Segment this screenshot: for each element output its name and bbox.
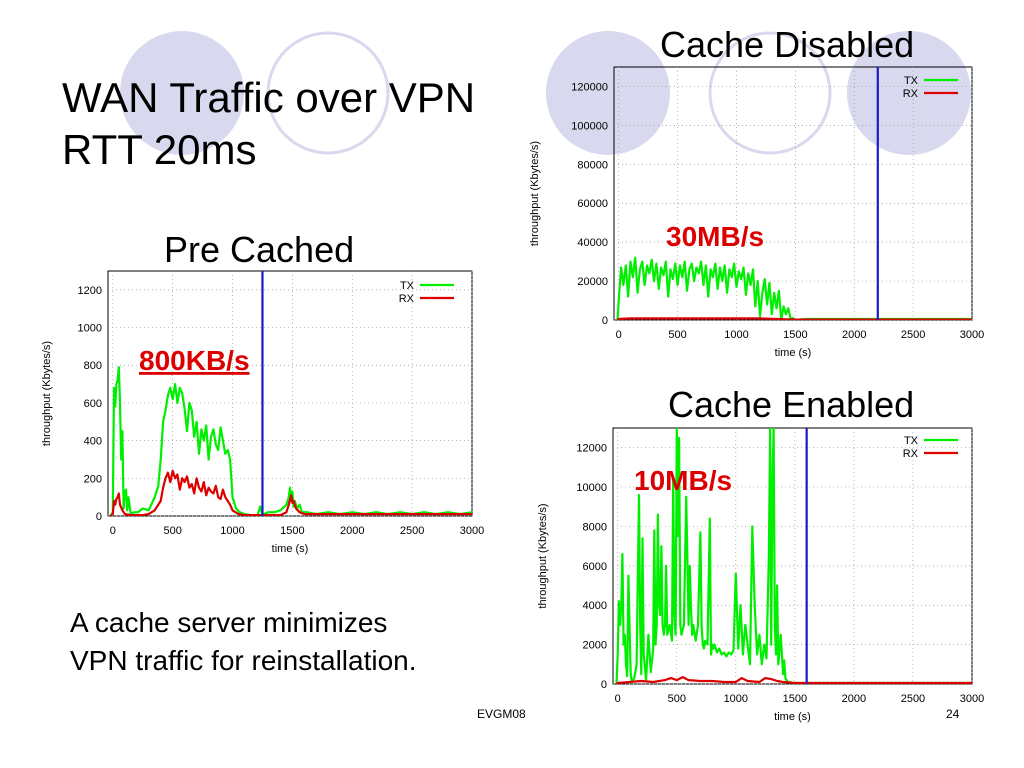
x-tick-label: 2000 <box>842 329 866 341</box>
x-tick-label: 1000 <box>724 329 748 341</box>
y-tick-label: 10000 <box>576 482 607 494</box>
series-line-tx <box>615 428 972 684</box>
decor-circle-4 <box>708 31 832 155</box>
plot-frame <box>107 270 473 517</box>
x-tick-label: 500 <box>668 693 686 705</box>
decor-circle-1 <box>120 31 244 155</box>
y-tick-label: 200 <box>84 473 102 485</box>
y-axis-label: throughput (Kbytes/s) <box>41 341 53 446</box>
y-tick-label: 80000 <box>577 159 608 171</box>
y-tick-label: 6000 <box>583 561 607 573</box>
x-tick-label: 3000 <box>460 525 484 537</box>
series-line-tx <box>616 256 972 320</box>
y-tick-label: 1200 <box>78 285 102 297</box>
chart-annotation: 10MB/s <box>634 465 732 496</box>
x-tick-label: 1500 <box>280 525 304 537</box>
body-line-1: A cache server minimizes <box>70 607 388 638</box>
x-tick-label: 2500 <box>901 693 925 705</box>
body-text: A cache server minimizes VPN traffic for… <box>70 604 530 680</box>
y-axis-label: throughput (Kbytes/s) <box>537 503 549 608</box>
chart-heading-enabled: Cache Enabled <box>668 384 915 425</box>
x-axis-label: time (s) <box>774 711 811 723</box>
x-tick-label: 2000 <box>842 693 866 705</box>
x-axis-label: time (s) <box>272 543 309 555</box>
decor-circle-2 <box>266 31 390 155</box>
y-axis-label: throughput (Kbytes/s) <box>529 141 541 246</box>
y-tick-label: 0 <box>96 511 102 523</box>
x-tick-label: 3000 <box>960 693 984 705</box>
y-tick-label: 2000 <box>583 640 607 652</box>
legend-label-rx: RX <box>903 448 919 460</box>
y-tick-label: 40000 <box>577 237 608 249</box>
y-tick-label: 800 <box>84 360 102 372</box>
x-tick-label: 0 <box>110 525 116 537</box>
x-tick-label: 1000 <box>220 525 244 537</box>
series-line-rx <box>616 317 972 320</box>
title-line-1: WAN Traffic over VPN <box>62 74 476 121</box>
legend-label-tx: TX <box>904 75 919 87</box>
x-tick-label: 0 <box>616 329 622 341</box>
footer-label: EVGM08 <box>477 707 526 721</box>
x-tick-label: 3000 <box>960 329 984 341</box>
slide-title: WAN Traffic over VPN RTT 20ms <box>62 72 475 176</box>
decor-circle-3 <box>546 31 670 155</box>
y-tick-label: 0 <box>602 315 608 327</box>
x-tick-label: 2500 <box>400 525 424 537</box>
y-tick-label: 60000 <box>577 198 608 210</box>
y-tick-label: 120000 <box>571 81 608 93</box>
chart-annotation: 30MB/s <box>666 221 764 252</box>
x-axis-label: time (s) <box>775 347 812 359</box>
y-tick-label: 1000 <box>78 323 102 335</box>
title-line-2: RTT 20ms <box>62 126 257 173</box>
chart-annotation: 800KB/s <box>139 345 250 376</box>
y-tick-label: 4000 <box>583 600 607 612</box>
legend-label-tx: TX <box>400 280 415 292</box>
x-tick-label: 2500 <box>901 329 925 341</box>
y-tick-label: 100000 <box>571 120 608 132</box>
x-tick-label: 500 <box>163 525 181 537</box>
y-tick-label: 20000 <box>577 276 608 288</box>
body-line-2: VPN traffic for reinstallation. <box>70 645 417 676</box>
page-number: 24 <box>946 707 960 721</box>
x-tick-label: 0 <box>615 693 621 705</box>
legend-label-rx: RX <box>903 88 919 100</box>
y-tick-label: 12000 <box>576 443 607 455</box>
chart-heading-precached: Pre Cached <box>164 229 355 270</box>
x-tick-label: 1500 <box>783 693 807 705</box>
y-tick-label: 0 <box>601 679 607 691</box>
y-tick-label: 8000 <box>583 521 607 533</box>
x-tick-label: 1000 <box>724 693 748 705</box>
chart-heading-disabled: Cache Disabled <box>660 24 915 65</box>
x-tick-label: 1500 <box>783 329 807 341</box>
legend-label-tx: TX <box>904 435 919 447</box>
series-line-rx <box>109 469 472 516</box>
series-line-rx <box>615 675 972 684</box>
y-tick-label: 600 <box>84 398 102 410</box>
y-tick-label: 400 <box>84 436 102 448</box>
x-tick-label: 2000 <box>340 525 364 537</box>
legend-label-rx: RX <box>399 293 415 305</box>
x-tick-label: 500 <box>668 329 686 341</box>
